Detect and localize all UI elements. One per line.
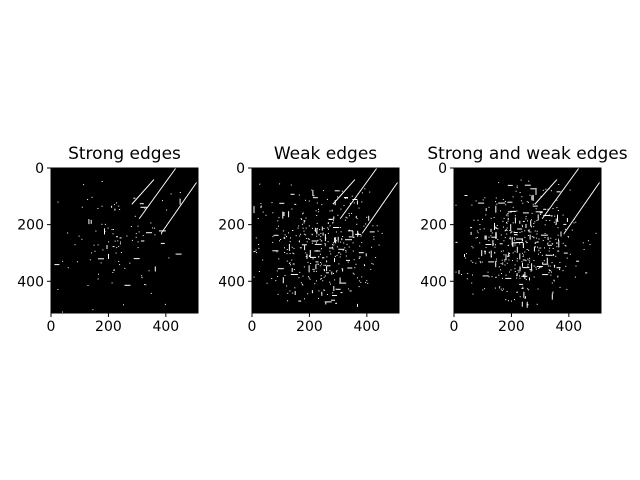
x-tick-label: 0 — [47, 319, 56, 335]
x-tick-label: 0 — [450, 319, 459, 335]
y-tick-label: 0 — [438, 161, 447, 177]
x-tick-label: 0 — [248, 319, 257, 335]
subplot-title: Strong edges — [68, 144, 181, 164]
y-tick-label: 200 — [420, 218, 447, 234]
edge-image — [455, 179, 597, 308]
axes-frame — [453, 167, 602, 314]
y-tick-label: 400 — [218, 274, 245, 290]
y-tick-label: 400 — [17, 274, 44, 290]
y-tick-label: 0 — [35, 161, 44, 177]
edge-strokes — [534, 167, 600, 234]
subplot-1: 0 200 400 0 200 400 Strong edges — [17, 144, 199, 335]
x-tick-label: 400 — [152, 319, 179, 335]
x-tick-label: 200 — [95, 319, 122, 335]
image-background — [51, 168, 198, 313]
axes-frame — [50, 167, 199, 314]
edge-image — [54, 181, 182, 313]
y-tick-label: 400 — [420, 274, 447, 290]
y-tick-label: 200 — [218, 218, 245, 234]
subplot-title: Weak edges — [274, 144, 377, 164]
y-tick-label: 0 — [236, 161, 245, 177]
edge-image — [253, 183, 383, 307]
subplot-title: Strong and weak edges — [427, 144, 627, 164]
image-background — [454, 168, 601, 313]
subplot-3: 0 200 400 0 200 400 Strong and weak edges — [420, 144, 627, 335]
edge-strokes — [131, 167, 197, 234]
subplot-2: 0 200 400 0 200 400 Weak edges — [218, 144, 400, 335]
x-tick-label: 200 — [296, 319, 323, 335]
axes-frame — [251, 167, 400, 314]
y-tick-label: 200 — [17, 218, 44, 234]
x-tick-label: 400 — [555, 319, 582, 335]
x-tick-label: 400 — [353, 319, 380, 335]
x-tick-label: 200 — [498, 319, 525, 335]
edge-strokes — [332, 167, 398, 234]
